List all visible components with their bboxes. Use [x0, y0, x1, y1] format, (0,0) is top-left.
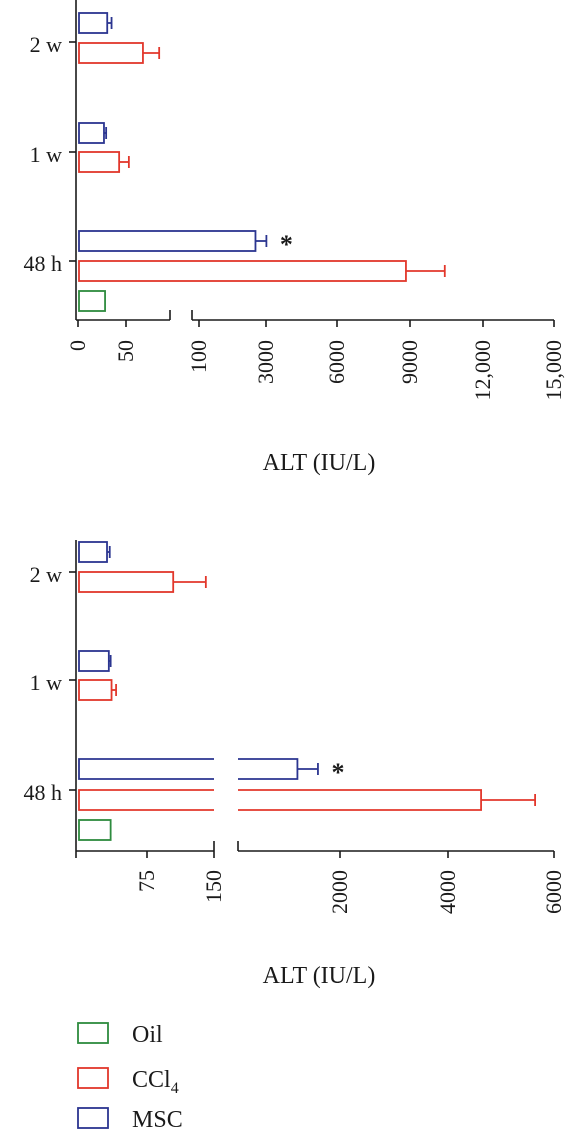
legend-label: MSC [132, 1107, 183, 1133]
x-axis-title: ALT (IU/L) [263, 963, 376, 989]
chart-top: 2 w 1 w 48 h 0 50 100 3000 6000 9000 12,000 15,000… [24, 0, 566, 476]
x-tick-label: 9000 [397, 340, 422, 384]
bar-msc [78, 541, 108, 563]
bar-msc [78, 230, 257, 252]
bar-msc [78, 12, 109, 34]
bar-ccl4 [78, 42, 144, 64]
x-tick-label: 0 [65, 340, 90, 351]
legend-label: Oil [132, 1022, 163, 1048]
bar-msc [78, 122, 105, 144]
x-tick-label: 6000 [324, 340, 349, 384]
category-label: 48 h [24, 780, 63, 805]
category-label: 1 w [30, 670, 63, 695]
x-tick-label: 15,000 [541, 340, 566, 401]
legend-swatch-1 [77, 1067, 109, 1089]
legend: Oil CCl4 MSC [77, 1022, 183, 1133]
bar-ccl4 [78, 260, 407, 282]
x-tick-label: 100 [186, 340, 211, 373]
legend-swatch-0 [77, 1022, 109, 1044]
bar-ccl4-part-2 [238, 789, 482, 811]
x-tick-label: 12,000 [470, 340, 495, 401]
x-tick-label: 150 [201, 870, 226, 903]
bar-ccl4-part-1 [78, 789, 214, 811]
bar-oil [78, 290, 106, 312]
x-tick-label: 75 [134, 870, 159, 892]
legend-label-subscript: 4 [171, 1080, 179, 1097]
bar-oil [78, 819, 112, 841]
bar-ccl4 [78, 151, 121, 173]
x-axis-title: ALT (IU/L) [263, 450, 376, 476]
bar-msc-part-2 [238, 758, 299, 780]
legend-label-main: CCl [132, 1067, 171, 1093]
chart-bottom: 2 w 1 w 48 h 75 150 2000 4000 6000 ALT (IU/L) * [24, 540, 566, 989]
x-tick-label: 4000 [435, 870, 460, 914]
x-tick-label: 3000 [253, 340, 278, 384]
bar-ccl4 [78, 571, 175, 593]
significance-star: * [280, 230, 293, 259]
category-label: 2 w [30, 32, 63, 57]
legend-swatch-2 [77, 1107, 109, 1129]
bar-ccl4 [78, 679, 113, 701]
bar-msc-part-1 [78, 758, 214, 780]
x-tick-label: 50 [113, 340, 138, 362]
legend-label: CCl4 [132, 1067, 179, 1097]
x-tick-label: 6000 [541, 870, 566, 914]
bar-msc [78, 650, 110, 672]
category-label: 48 h [24, 251, 63, 276]
x-tick-label: 2000 [327, 870, 352, 914]
category-label: 2 w [30, 562, 63, 587]
category-label: 1 w [30, 142, 63, 167]
significance-star: * [331, 758, 344, 787]
